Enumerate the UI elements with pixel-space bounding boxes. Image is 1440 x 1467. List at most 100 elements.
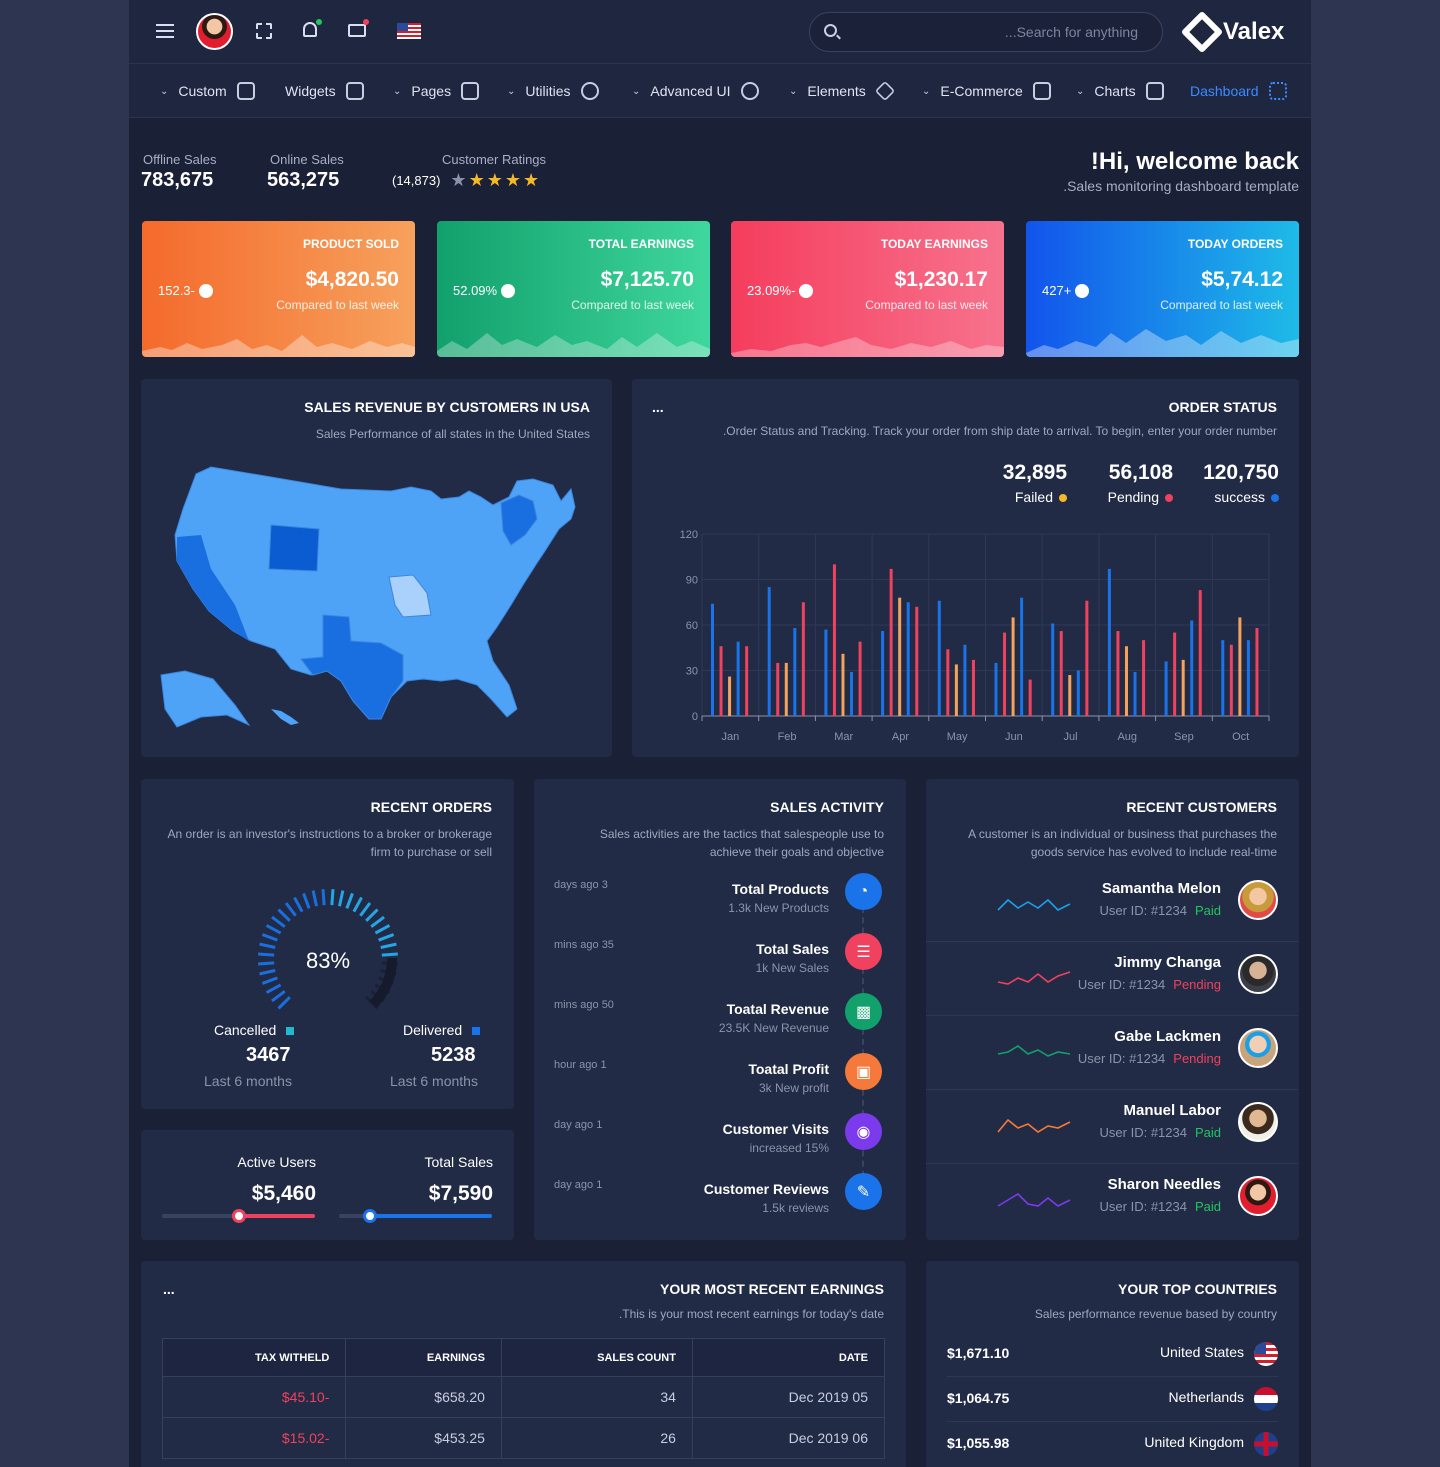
gauge-tick bbox=[345, 892, 354, 909]
bar bbox=[963, 644, 967, 716]
country-row[interactable]: $1,055.98 United Kingdom bbox=[947, 1423, 1278, 1467]
bell-icon[interactable] bbox=[303, 22, 317, 37]
column-header[interactable]: SALES COUNT bbox=[500, 1338, 693, 1377]
timeline-line bbox=[862, 897, 864, 1197]
bar bbox=[850, 672, 854, 716]
nav-ecommerce[interactable]: ⌄ E-Commerce bbox=[922, 81, 1051, 101]
user-avatar[interactable] bbox=[196, 13, 233, 50]
slider-handle[interactable] bbox=[231, 1209, 246, 1223]
fullscreen-icon[interactable] bbox=[256, 23, 272, 39]
menu-icon[interactable] bbox=[156, 22, 174, 38]
bar bbox=[915, 606, 919, 716]
us-flag-icon[interactable] bbox=[397, 23, 421, 39]
active-users-slider[interactable] bbox=[162, 1209, 315, 1223]
brand-logo[interactable]: Valex bbox=[1180, 10, 1284, 54]
nav-custom[interactable]: ⌄ Custom bbox=[160, 81, 255, 101]
activity-item[interactable]: days ago 3 Total Products 1.3k New Produ… bbox=[534, 873, 906, 939]
bar bbox=[1190, 620, 1194, 716]
customer-row[interactable]: Sharon Needles User ID: #1234 Paid bbox=[926, 1164, 1298, 1238]
card-title: RECENT ORDERS bbox=[370, 799, 492, 815]
column-header[interactable]: EARNINGS bbox=[345, 1338, 502, 1377]
column-header[interactable]: TAX WITHELD bbox=[161, 1338, 347, 1377]
customer-row[interactable]: Gabe Lackmen User ID: #1234 Pending bbox=[926, 1016, 1298, 1090]
total-sales-slider[interactable] bbox=[339, 1209, 492, 1223]
nav-charts[interactable]: ⌄ Charts bbox=[1076, 81, 1164, 101]
nav-label: Charts bbox=[1094, 83, 1136, 99]
success-value: 120,750 bbox=[1203, 461, 1279, 484]
nav-label: Dashboard bbox=[1190, 83, 1259, 99]
nav-utilities[interactable]: ⌄ Utilities bbox=[507, 81, 599, 101]
sales-activity-card: SALES ACTIVITY Sales activities are the … bbox=[534, 779, 906, 1240]
activity-item[interactable]: mins ago 35 Total Sales 1k New Sales ☰ bbox=[534, 933, 906, 999]
book-icon bbox=[461, 82, 480, 100]
kpi-today-orders[interactable]: TODAY ORDERS $5,74.12 Compared to last w… bbox=[1026, 221, 1299, 357]
activity-item[interactable]: hour ago 1 Toatal Profit 3k New profit ▣ bbox=[534, 1053, 906, 1119]
nav-dashboard[interactable]: Dashboard bbox=[1190, 81, 1287, 101]
x-tick-label: May bbox=[947, 731, 968, 743]
search-input[interactable]: ...Search for anything bbox=[809, 12, 1163, 52]
kpi-title: TODAY EARNINGS bbox=[880, 237, 988, 251]
nav-widgets[interactable]: Widgets bbox=[285, 81, 364, 101]
country-name: Netherlands bbox=[1168, 1389, 1245, 1405]
gauge-tick bbox=[365, 996, 379, 1010]
activity-item[interactable]: day ago 1 Customer Reviews 1.5k reviews … bbox=[534, 1173, 906, 1239]
bar bbox=[1229, 644, 1233, 716]
activity-item[interactable]: mins ago 50 Toatal Revenue 23.5K New Rev… bbox=[534, 993, 906, 1059]
kpi-sparkline bbox=[731, 337, 1004, 357]
card-menu-button[interactable]: ... bbox=[163, 1281, 175, 1297]
card-subtitle: An order is an investor's instructions t… bbox=[167, 827, 492, 859]
country-amount: $1,064.75 bbox=[947, 1390, 1010, 1406]
country-row[interactable]: $1,064.75 Netherlands bbox=[947, 1378, 1278, 1422]
customer-row[interactable]: Jimmy Changa User ID: #1234 Pending bbox=[926, 942, 1298, 1016]
nav-advanced-ui[interactable]: ⌄ Advanced UI bbox=[632, 81, 759, 101]
kpi-title: TODAY ORDERS bbox=[1187, 237, 1283, 251]
card-menu-button[interactable]: ... bbox=[652, 399, 664, 415]
active-users-value: $5,460 bbox=[251, 1182, 316, 1205]
usa-map[interactable] bbox=[141, 379, 612, 757]
kpi-total-earnings[interactable]: TOTAL EARNINGS $7,125.70 Compared to las… bbox=[437, 221, 710, 357]
active-users-label: Active Users bbox=[237, 1154, 316, 1170]
bar bbox=[1059, 631, 1063, 716]
mail-dot bbox=[363, 19, 369, 25]
kpi-sparkline bbox=[142, 335, 415, 357]
cancelled-label: Cancelled bbox=[214, 1022, 277, 1038]
bar bbox=[832, 564, 836, 716]
kpi-sparkline bbox=[1026, 329, 1299, 357]
cart-icon: ☰ bbox=[845, 933, 882, 970]
bar bbox=[1164, 661, 1168, 716]
ratings-label: Customer Ratings bbox=[442, 152, 547, 167]
customer-name: Jimmy Changa bbox=[1114, 954, 1221, 971]
y-tick-label: 90 bbox=[686, 575, 698, 587]
state-hawaii bbox=[271, 709, 299, 725]
nav-pages[interactable]: ⌄ Pages bbox=[393, 81, 480, 101]
customer-row[interactable]: Manuel Labor User ID: #1234 Paid bbox=[926, 1090, 1298, 1164]
gauge-tick bbox=[321, 889, 326, 906]
table-row[interactable]: $45.10- $658.20 34 Dec 2019 05 bbox=[161, 1376, 886, 1418]
country-name: United Kingdom bbox=[1144, 1434, 1244, 1450]
layers-icon bbox=[874, 80, 895, 102]
column-header[interactable]: DATE bbox=[691, 1338, 886, 1377]
customer-id: User ID: #1234 bbox=[1099, 1199, 1187, 1214]
table-row[interactable]: $15.02- $453.25 26 Dec 2019 06 bbox=[161, 1417, 886, 1459]
country-amount: $1,055.98 bbox=[947, 1435, 1010, 1451]
activity-title: Total Sales bbox=[756, 941, 829, 957]
chevron-down-icon: ⌄ bbox=[507, 85, 516, 97]
kpi-today-earnings[interactable]: TODAY EARNINGS $1,230.17 Compared to las… bbox=[731, 221, 1004, 357]
mail-icon[interactable] bbox=[348, 24, 366, 37]
kpi-product-sold[interactable]: PRODUCT SOLD $4,820.50 Compared to last … bbox=[142, 221, 415, 357]
activity-time: day ago 1 bbox=[554, 1179, 603, 1191]
nav-elements[interactable]: ⌄ Elements bbox=[789, 80, 895, 102]
slider-handle[interactable] bbox=[362, 1209, 377, 1223]
country-amount: $1,671.10 bbox=[947, 1345, 1010, 1361]
country-row[interactable]: $1,671.10 United States bbox=[947, 1333, 1278, 1377]
aperture-icon bbox=[580, 82, 599, 100]
activity-time: days ago 3 bbox=[554, 879, 608, 891]
customer-avatar bbox=[1238, 1176, 1278, 1216]
activity-time: day ago 1 bbox=[554, 1119, 603, 1131]
card-subtitle: .Order Status and Tracking. Track your o… bbox=[722, 424, 1277, 438]
chevron-down-icon: ⌄ bbox=[160, 85, 169, 97]
orders-gauge bbox=[258, 889, 398, 1010]
customer-status: Paid bbox=[1194, 1125, 1221, 1140]
activity-item[interactable]: day ago 1 Customer Visits increased 15% … bbox=[534, 1113, 906, 1179]
customer-row[interactable]: Samantha Melon User ID: #1234 Paid bbox=[926, 868, 1298, 942]
